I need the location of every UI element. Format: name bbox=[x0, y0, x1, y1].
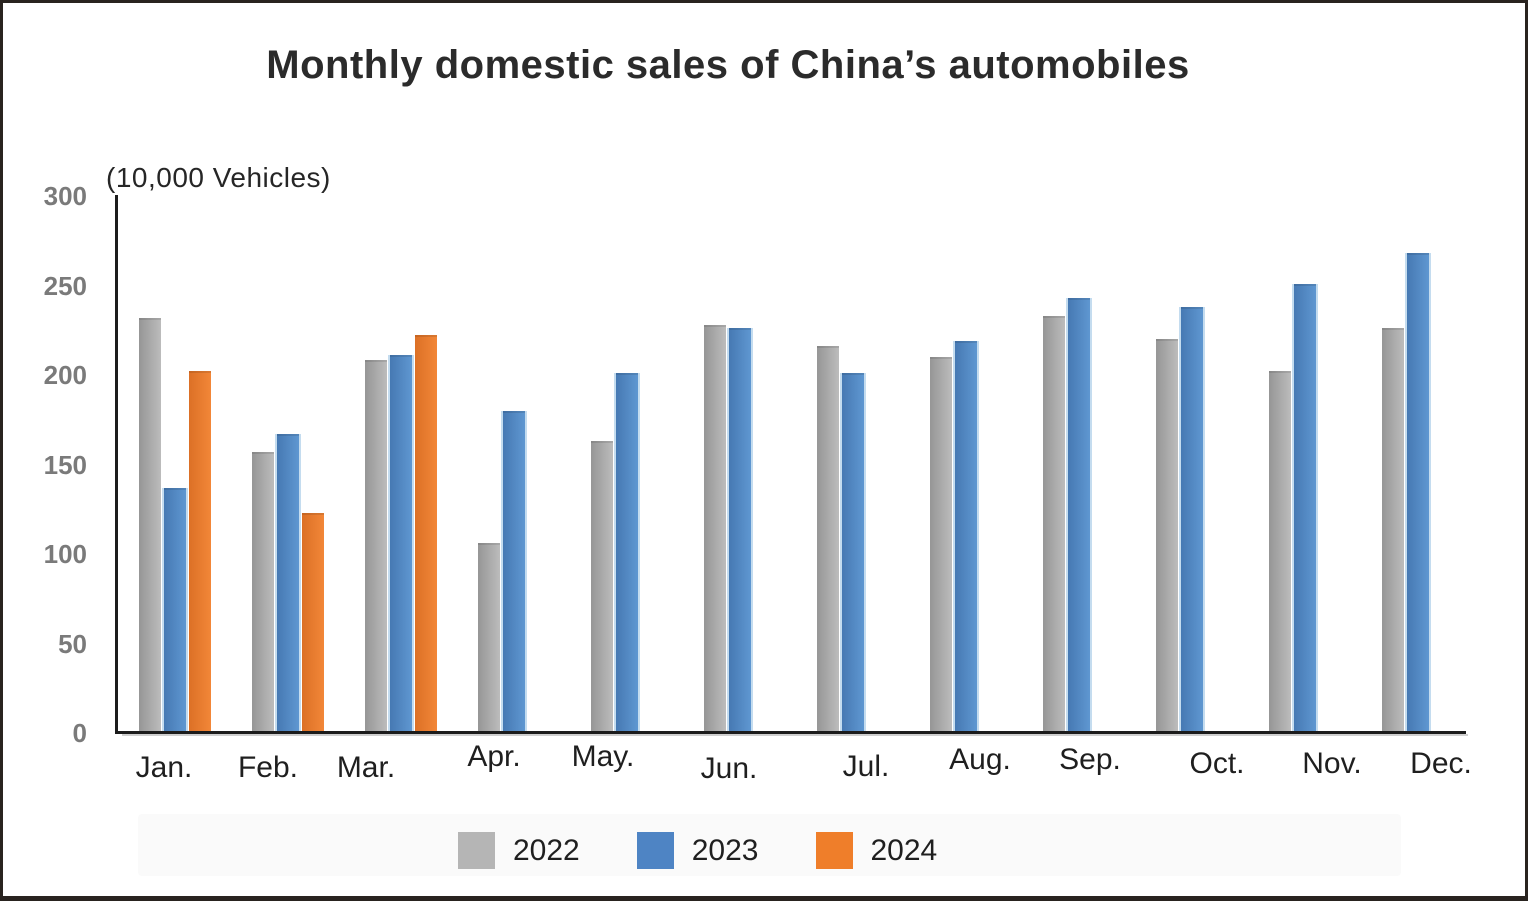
bar-2023-mar bbox=[390, 355, 412, 731]
legend-item-2022: 2022 bbox=[458, 832, 580, 869]
bar-2022-sep bbox=[1043, 315, 1065, 731]
bar-2022-feb bbox=[252, 451, 274, 731]
bar-2023-jul bbox=[842, 373, 864, 731]
month-label-jan: Jan. bbox=[135, 751, 193, 784]
y-tick-200: 200 bbox=[43, 360, 87, 390]
legend-swatch-2024 bbox=[815, 832, 853, 869]
y-tick-300: 300 bbox=[43, 181, 87, 211]
month-label-feb: Feb. bbox=[237, 751, 299, 784]
y-axis-unit-label: (10,000 Vehicles) bbox=[106, 162, 331, 193]
legend-swatch-2023 bbox=[636, 832, 674, 869]
bar-2023-feb bbox=[277, 433, 299, 731]
legend-label: 2023 bbox=[691, 833, 759, 867]
bar-2022-jun bbox=[704, 324, 726, 731]
bar-2022-aug bbox=[930, 356, 952, 731]
month-label-mar: Mar. bbox=[336, 751, 396, 784]
legend-background bbox=[138, 814, 1401, 876]
bar-2022-dec bbox=[1382, 328, 1404, 731]
legend-label: 2024 bbox=[870, 833, 938, 867]
month-label-sep: Sep. bbox=[1059, 743, 1121, 776]
x-axis-shadow-line bbox=[122, 734, 1468, 736]
legend-label: 2022 bbox=[513, 833, 580, 867]
x-axis-line bbox=[115, 731, 1466, 734]
bar-2023-sep bbox=[1068, 297, 1090, 731]
bar-2023-aug bbox=[955, 340, 977, 731]
legend-item-2024: 2024 bbox=[815, 832, 938, 869]
bar-2023-apr bbox=[503, 410, 525, 731]
month-label-jun: Jun. bbox=[700, 752, 758, 785]
bar-2022-oct bbox=[1156, 338, 1178, 731]
bar-2023-may bbox=[616, 373, 638, 731]
month-label-may: May. bbox=[571, 740, 635, 773]
y-tick-100: 100 bbox=[43, 539, 87, 569]
month-label-jul: Jul. bbox=[842, 750, 890, 783]
month-label-dec: Dec. bbox=[1410, 747, 1472, 780]
y-tick-150: 150 bbox=[43, 449, 87, 480]
bar-2023-jan bbox=[164, 487, 186, 731]
y-axis-line bbox=[115, 195, 118, 734]
legend-item-2023: 2023 bbox=[636, 832, 759, 869]
chart-title: Monthly domestic sales of China’s automo… bbox=[266, 43, 1190, 87]
bar-2023-nov bbox=[1294, 283, 1316, 731]
month-label-apr: Apr. bbox=[467, 740, 521, 773]
bar-2024-feb bbox=[302, 512, 324, 731]
month-label-nov: Nov. bbox=[1302, 747, 1362, 780]
bar-2022-jan bbox=[139, 317, 161, 731]
bar-2023-oct bbox=[1181, 306, 1203, 731]
y-tick-50: 50 bbox=[58, 628, 87, 659]
bar-2022-nov bbox=[1269, 371, 1291, 731]
month-label-aug: Aug. bbox=[949, 743, 1011, 776]
bar-2023-jun bbox=[729, 328, 751, 731]
legend-swatch-2022 bbox=[458, 832, 495, 869]
bar-2022-may bbox=[591, 441, 613, 731]
bar-2023-dec bbox=[1407, 253, 1429, 731]
bar-2024-mar bbox=[415, 335, 437, 731]
month-label-oct: Oct. bbox=[1189, 747, 1245, 780]
y-tick-0: 0 bbox=[72, 718, 87, 748]
bar-2022-apr bbox=[478, 543, 500, 731]
legend: 2022 2023 2024 bbox=[458, 832, 937, 869]
bar-2022-jul bbox=[817, 346, 839, 731]
y-tick-250: 250 bbox=[43, 270, 87, 301]
bar-2024-jan bbox=[189, 371, 211, 731]
bar-2022-mar bbox=[365, 360, 387, 731]
